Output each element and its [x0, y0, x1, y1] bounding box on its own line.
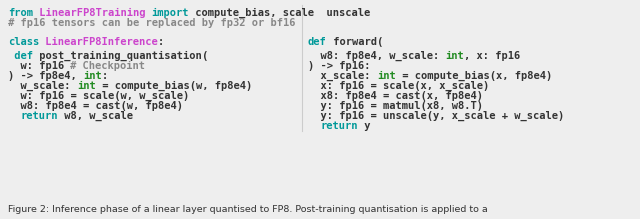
Text: w8: fp8e4, w_scale:: w8: fp8e4, w_scale: — [308, 51, 445, 61]
Text: w8, w_scale: w8, w_scale — [58, 111, 133, 121]
Text: def: def — [8, 51, 33, 61]
Text: = compute_bias(w, fp8e4): = compute_bias(w, fp8e4) — [95, 81, 252, 91]
Text: y: y — [358, 121, 371, 131]
Text: def: def — [308, 37, 327, 47]
Text: y: fp16 = unscale(y, x_scale + w_scale): y: fp16 = unscale(y, x_scale + w_scale) — [308, 111, 564, 121]
Text: (: ( — [377, 37, 383, 47]
Text: class: class — [8, 37, 39, 47]
Text: int: int — [445, 51, 464, 61]
Text: int: int — [77, 81, 95, 91]
Text: w: fp16: w: fp16 — [8, 61, 70, 71]
Text: y: fp16 = matmul(x8, w8.T): y: fp16 = matmul(x8, w8.T) — [308, 101, 483, 111]
Text: from: from — [8, 8, 33, 18]
Text: Figure 2: Inference phase of a linear layer quantised to FP8. Post-training quan: Figure 2: Inference phase of a linear la… — [8, 205, 488, 214]
Text: return: return — [321, 121, 358, 131]
Text: ) -> fp8e4,: ) -> fp8e4, — [8, 71, 83, 81]
Text: , x: fp16: , x: fp16 — [464, 51, 520, 61]
Text: :: : — [102, 71, 108, 81]
Text: LinearFP8Training: LinearFP8Training — [33, 8, 152, 18]
Text: # Checkpoint: # Checkpoint — [70, 61, 145, 71]
Text: w_scale:: w_scale: — [8, 81, 77, 91]
Text: int: int — [83, 71, 102, 81]
Text: = compute_bias(x, fp8e4): = compute_bias(x, fp8e4) — [396, 71, 552, 81]
Text: compute_bias, scale  unscale: compute_bias, scale unscale — [189, 8, 371, 18]
Text: :: : — [158, 37, 164, 47]
Text: LinearFP8Inference: LinearFP8Inference — [39, 37, 158, 47]
Text: w8: fp8e4 = cast(w, fp8e4): w8: fp8e4 = cast(w, fp8e4) — [8, 101, 183, 111]
Text: forward: forward — [327, 37, 377, 47]
Text: post_training_quantisation: post_training_quantisation — [33, 51, 202, 61]
Text: x: fp16 = scale(x, x_scale): x: fp16 = scale(x, x_scale) — [308, 81, 489, 91]
Text: # fp16 tensors can be replaced by fp32 or bf16: # fp16 tensors can be replaced by fp32 o… — [8, 18, 296, 28]
Text: x8: fp8e4 = cast(x, fp8e4): x8: fp8e4 = cast(x, fp8e4) — [308, 91, 483, 101]
Text: return: return — [20, 111, 58, 121]
Text: (: ( — [202, 51, 208, 61]
Text: int: int — [377, 71, 396, 81]
Text: ) -> fp16:: ) -> fp16: — [308, 61, 371, 71]
Text: w: fp16 = scale(w, w_scale): w: fp16 = scale(w, w_scale) — [8, 91, 189, 101]
Text: import: import — [152, 8, 189, 18]
Text: x_scale:: x_scale: — [308, 71, 377, 81]
